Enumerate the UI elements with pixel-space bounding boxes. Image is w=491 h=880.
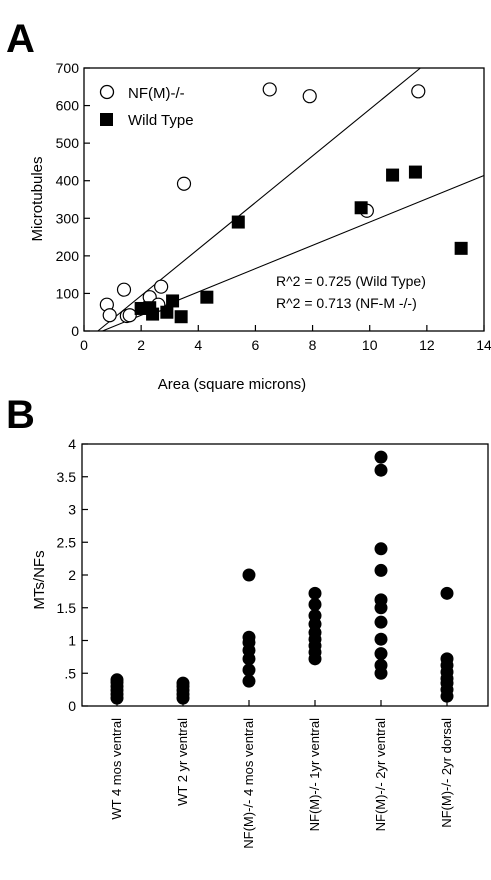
wildtype-point-10 bbox=[408, 165, 422, 179]
chart-a-xtick-label-5: 10 bbox=[362, 337, 378, 353]
group-0-point-5 bbox=[110, 673, 124, 687]
chart-b-ytick-label-4: 2 bbox=[68, 567, 76, 583]
chart-a-xtick-label-7: 14 bbox=[476, 337, 491, 353]
legend-wildtype-marker bbox=[100, 113, 113, 126]
group-2-point-5 bbox=[242, 630, 256, 644]
group-3-point-6 bbox=[308, 609, 322, 623]
wildtype-point-3 bbox=[160, 305, 174, 319]
group-4-point-4 bbox=[374, 615, 388, 629]
chart-b-ytick-label-7: 3.5 bbox=[57, 469, 77, 485]
group-4-point-9 bbox=[374, 463, 388, 477]
chart-b-ylabel: MTs/NFs bbox=[31, 550, 48, 609]
chart-a-axes: 0 2 4 6 8 10 12 14 0 100 200 300 400 500 600 700 bbox=[56, 60, 491, 353]
chart-a-annotation-nfm: R^2 = 0.713 (NF-M -/-) bbox=[276, 295, 417, 311]
chart-a-legend: NF(M)-/- Wild Type bbox=[99, 84, 194, 129]
chart-a-ytick-label-7: 700 bbox=[56, 60, 80, 76]
panel-b-letter: B bbox=[6, 393, 35, 437]
chart-a-xtick-label-0: 0 bbox=[80, 337, 88, 353]
category-label-4: NF(M)-/- 2yr ventral bbox=[373, 718, 388, 832]
wildtype-point-5 bbox=[174, 310, 188, 324]
wildtype-point-4 bbox=[166, 294, 180, 308]
wildtype-point-8 bbox=[354, 201, 368, 215]
chart-b: 0 .5 1 1.5 2 2.5 3 3.5 4 WT 4 mos ventral WT 2 yr… bbox=[31, 436, 489, 849]
group-5-point-6 bbox=[440, 652, 454, 666]
chart-a-points bbox=[99, 82, 468, 324]
chart-b-ytick-label-5: 2.5 bbox=[57, 534, 77, 550]
chart-a-ytick-label-0: 0 bbox=[71, 323, 79, 339]
wildtype-point-6 bbox=[200, 290, 214, 304]
chart-a-annotation-wt: R^2 = 0.725 (Wild Type) bbox=[276, 273, 426, 289]
chart-b-ytick-label-2: 1 bbox=[68, 633, 76, 649]
chart-a-ytick-label-3: 300 bbox=[56, 210, 80, 226]
group-4-point-3 bbox=[374, 632, 388, 646]
category-label-1: WT 2 yr ventral bbox=[175, 718, 190, 806]
chart-b-category-labels: WT 4 mos ventral WT 2 yr ventral NF(M)-/- … bbox=[109, 718, 454, 849]
legend-wildtype-label: Wild Type bbox=[128, 112, 194, 129]
group-4-point-2 bbox=[374, 647, 388, 661]
chart-a-ylabel: Microtubules bbox=[29, 156, 46, 241]
chart-a-xtick-label-1: 2 bbox=[137, 337, 145, 353]
group-5-point-7 bbox=[440, 586, 454, 600]
chart-b-ytick-label-6: 3 bbox=[68, 502, 76, 518]
chart-b-ytick-label-3: 1.5 bbox=[57, 600, 77, 616]
group-2-point-0 bbox=[242, 674, 256, 688]
chart-a-ytick-label-5: 500 bbox=[56, 135, 80, 151]
chart-b-points bbox=[110, 450, 454, 705]
group-2-point-1 bbox=[242, 663, 256, 677]
chart-b-ytick-label-8: 4 bbox=[68, 436, 76, 452]
nfm-point-8 bbox=[176, 176, 192, 191]
legend-nfm-marker bbox=[99, 84, 115, 100]
wildtype-point-7 bbox=[231, 215, 245, 229]
fit-line-wildtype bbox=[102, 174, 485, 332]
nfm-point-12 bbox=[411, 84, 426, 99]
chart-b-ytick-label-1: .5 bbox=[64, 665, 76, 681]
chart-a-xtick-label-4: 8 bbox=[309, 337, 317, 353]
group-4-point-8 bbox=[374, 542, 388, 556]
group-4-point-6 bbox=[374, 593, 388, 607]
category-label-2: NF(M)-/- 4 mos ventral bbox=[241, 718, 256, 849]
category-label-3: NF(M)-/- 1yr ventral bbox=[307, 718, 322, 832]
chart-a-ytick-label-6: 600 bbox=[56, 98, 80, 114]
chart-a-ytick-label-2: 200 bbox=[56, 248, 80, 264]
group-4-point-10 bbox=[374, 450, 388, 464]
nfm-point-7 bbox=[154, 279, 169, 294]
panel-a-letter: A bbox=[6, 17, 35, 61]
chart-b-ytick-label-0: 0 bbox=[68, 698, 76, 714]
chart-a-xtick-label-6: 12 bbox=[419, 337, 435, 353]
category-label-0: WT 4 mos ventral bbox=[109, 718, 124, 820]
legend-nfm-label: NF(M)-/- bbox=[128, 85, 185, 102]
group-1-point-4 bbox=[176, 676, 190, 690]
chart-a-ytick-label-1: 100 bbox=[56, 285, 80, 301]
chart-a-xlabel: Area (square microns) bbox=[158, 376, 306, 393]
chart-a-xtick-label-2: 4 bbox=[194, 337, 202, 353]
group-4-point-7 bbox=[374, 563, 388, 577]
fit-line-nfm bbox=[97, 67, 421, 332]
group-3-point-7 bbox=[308, 597, 322, 611]
group-3-point-8 bbox=[308, 586, 322, 600]
chart-a: 0 2 4 6 8 10 12 14 0 100 200 300 400 500 600 700 Area (… bbox=[29, 60, 491, 393]
chart-b-axes: 0 .5 1 1.5 2 2.5 3 3.5 4 bbox=[57, 436, 489, 714]
chart-a-fit-lines bbox=[97, 67, 485, 332]
wildtype-point-2 bbox=[146, 307, 160, 321]
nfm-point-9 bbox=[262, 82, 277, 97]
chart-a-xtick-label-3: 6 bbox=[252, 337, 260, 353]
wildtype-point-11 bbox=[454, 241, 468, 255]
chart-a-ytick-label-4: 400 bbox=[56, 173, 80, 189]
category-label-5: NF(M)-/- 2yr dorsal bbox=[439, 718, 454, 828]
nfm-point-2 bbox=[116, 282, 132, 297]
wildtype-point-9 bbox=[386, 168, 400, 182]
group-2-point-6 bbox=[242, 568, 256, 582]
nfm-point-10 bbox=[302, 89, 317, 104]
nfm-point-4 bbox=[122, 308, 137, 323]
chart-b-frame bbox=[81, 443, 489, 707]
group-4-point-1 bbox=[374, 658, 388, 672]
nfm-point-1 bbox=[102, 308, 117, 323]
chart-a-frame bbox=[83, 67, 485, 332]
